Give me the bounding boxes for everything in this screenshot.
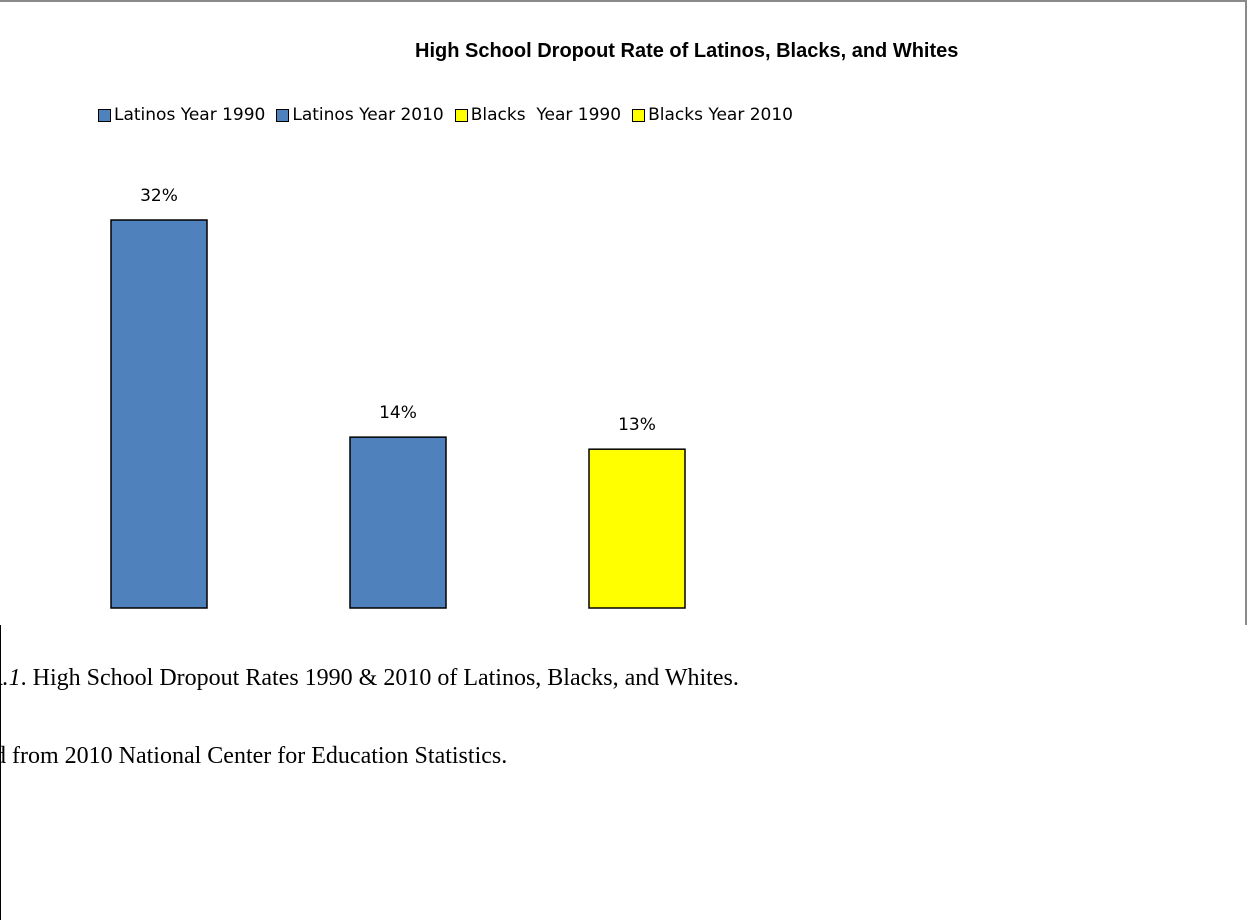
bar-3 (588, 448, 686, 609)
legend-swatch-blacks-1990 (454, 108, 468, 122)
data-label-2: 14% (379, 403, 417, 423)
page-border-left (0, 625, 1, 920)
chart-title: High School Dropout Rate of Latinos, Bla… (415, 40, 959, 62)
legend-item-latinos-1990: Latinos Year 1990 (98, 105, 265, 125)
bar-1 (110, 219, 208, 609)
chart-plot-area: 32% 14% 13% (110, 186, 686, 609)
legend-label-blacks-2010: Blacks Year 2010 (648, 105, 793, 125)
figure-caption-text: . High School Dropout Rates 1990 & 2010 … (20, 665, 739, 691)
data-label-1: 32% (140, 186, 178, 206)
figure-caption: A.1. High School Dropout Rates 1990 & 20… (0, 665, 739, 692)
figure-source-note: d from 2010 National Center for Educatio… (0, 743, 508, 769)
legend-label-blacks-1990: Blacks Year 1990 (470, 105, 622, 125)
legend-swatch-latinos-2010 (276, 108, 290, 122)
legend-item-blacks-2010: Blacks Year 2010 (632, 105, 793, 125)
chart-legend: Latinos Year 1990 Latinos Year 2010 Blac… (98, 102, 998, 128)
legend-swatch-latinos-1990 (98, 108, 111, 122)
bar-2 (349, 436, 447, 609)
page-border-top (0, 0, 1247, 2)
data-label-3: 13% (618, 415, 656, 435)
legend-label-latinos-1990: Latinos Year 1990 (114, 105, 266, 125)
legend-swatch-blacks-2010 (632, 108, 646, 122)
legend-item-blacks-1990: Blacks Year 1990 (454, 105, 622, 125)
figure-label: A.1 (0, 665, 21, 691)
legend-label-latinos-2010: Latinos Year 2010 (292, 105, 444, 125)
legend-item-latinos-2010: Latinos Year 2010 (276, 105, 444, 125)
page-border-right (1245, 0, 1247, 625)
